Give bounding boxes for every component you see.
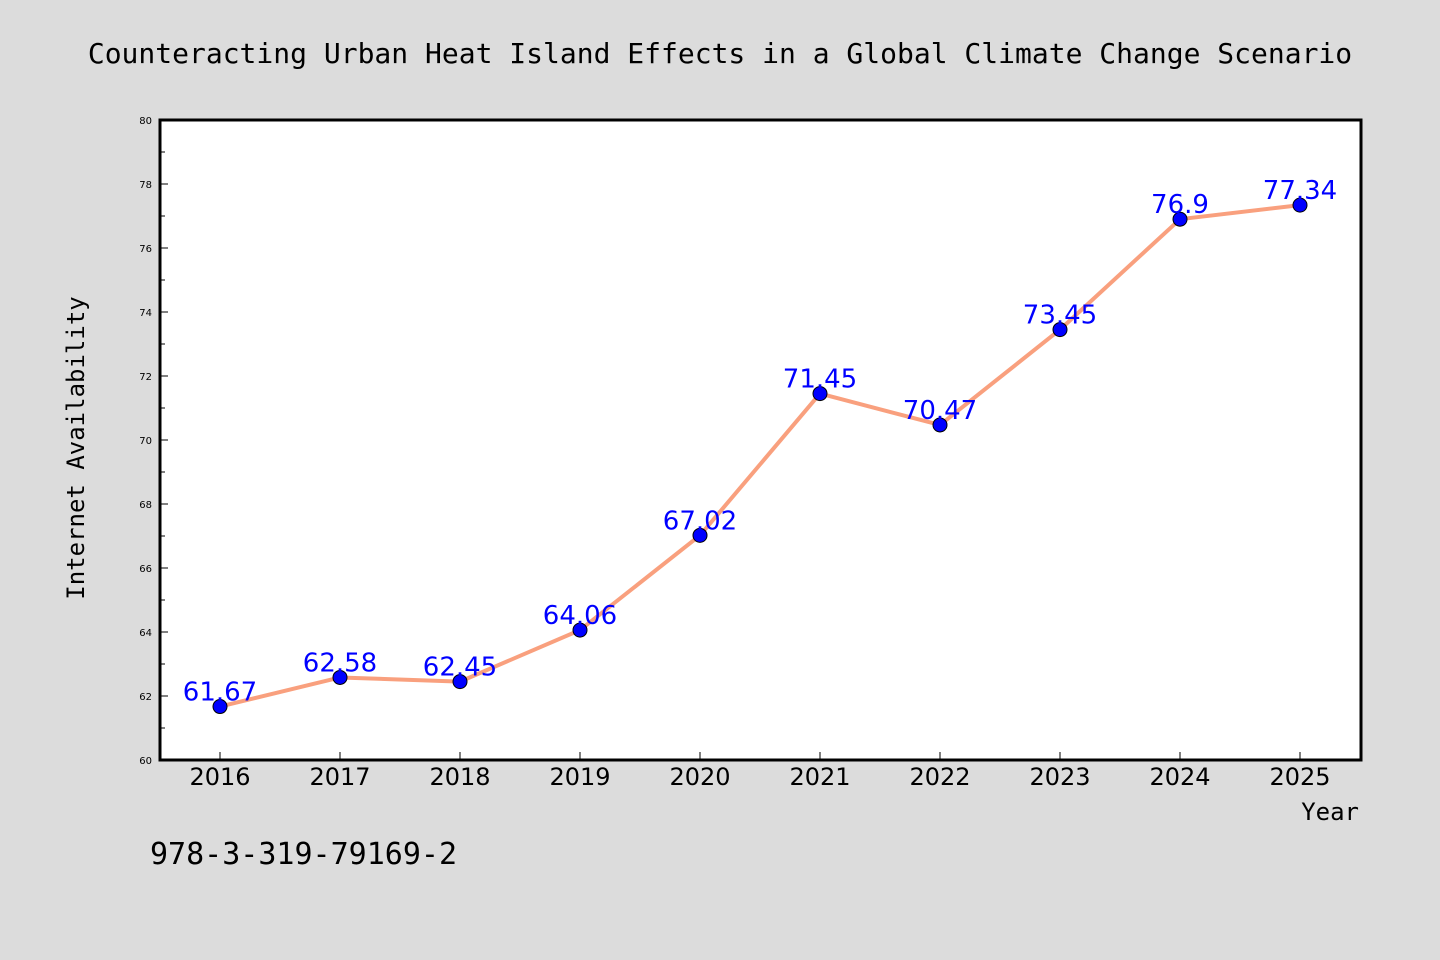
data-point bbox=[1052, 322, 1068, 338]
x-tick-label: 2017 bbox=[309, 763, 370, 791]
chart-title: Counteracting Urban Heat Island Effects … bbox=[88, 37, 1352, 70]
data-label: 73.45 bbox=[1023, 301, 1097, 331]
x-tick-label: 2016 bbox=[189, 763, 250, 791]
series-line bbox=[218, 203, 1302, 709]
data-label: 64.06 bbox=[543, 601, 617, 631]
x-tick-label: 2020 bbox=[669, 763, 730, 791]
data-point bbox=[932, 417, 948, 433]
data-label: 77.34 bbox=[1263, 176, 1337, 206]
y-axis-label: Internet Availability bbox=[62, 296, 90, 599]
x-tick-label: 2018 bbox=[429, 763, 490, 791]
plot-frame bbox=[158, 118, 1363, 762]
x-axis-label: Year bbox=[1301, 798, 1359, 826]
x-tick-label: 2021 bbox=[789, 763, 850, 791]
series-group: 61.67 62.58 62.45 64.06 67.02 71.45 70.47 73.45… bbox=[183, 176, 1337, 715]
data-point bbox=[212, 699, 228, 715]
data-point bbox=[1172, 211, 1188, 227]
data-label: 70.47 bbox=[903, 396, 977, 426]
x-tick-label: 2022 bbox=[909, 763, 970, 791]
isbn-annotation: 978-3-319-79169-2 bbox=[150, 837, 457, 872]
data-point bbox=[572, 622, 588, 638]
y-tick-label: 64 bbox=[139, 628, 152, 639]
data-point bbox=[452, 674, 468, 690]
y-tick-label: 74 bbox=[139, 308, 152, 319]
data-label: 67.02 bbox=[663, 506, 737, 536]
data-label: 71.45 bbox=[783, 365, 857, 395]
x-tick-label: 2025 bbox=[1269, 763, 1330, 791]
y-tick-label: 66 bbox=[139, 564, 152, 575]
data-label: 62.58 bbox=[303, 648, 377, 678]
y-tick-label: 60 bbox=[139, 756, 152, 767]
data-point bbox=[1292, 197, 1308, 213]
data-point bbox=[692, 527, 708, 543]
y-tick-label: 72 bbox=[139, 372, 152, 383]
y-tick-label: 62 bbox=[139, 692, 152, 703]
plot-area bbox=[160, 120, 1361, 760]
x-axis: 2016 2017 2018 2019 2020 2021 2022 2023 2024 2025 bbox=[189, 752, 1331, 791]
data-label: 62.45 bbox=[423, 653, 497, 683]
x-tick-label: 2024 bbox=[1149, 763, 1210, 791]
y-tick-label: 70 bbox=[139, 436, 152, 447]
y-tick-label: 80 bbox=[139, 116, 152, 127]
data-label: 61.67 bbox=[183, 678, 257, 708]
y-tick-label: 68 bbox=[139, 500, 152, 511]
y-tick-label: 76 bbox=[139, 244, 152, 255]
x-tick-label: 2023 bbox=[1029, 763, 1090, 791]
data-point bbox=[812, 386, 828, 402]
data-point bbox=[332, 669, 348, 685]
y-tick-label: 78 bbox=[139, 180, 152, 191]
data-label: 76.9 bbox=[1151, 190, 1209, 220]
x-tick-label: 2019 bbox=[549, 763, 610, 791]
